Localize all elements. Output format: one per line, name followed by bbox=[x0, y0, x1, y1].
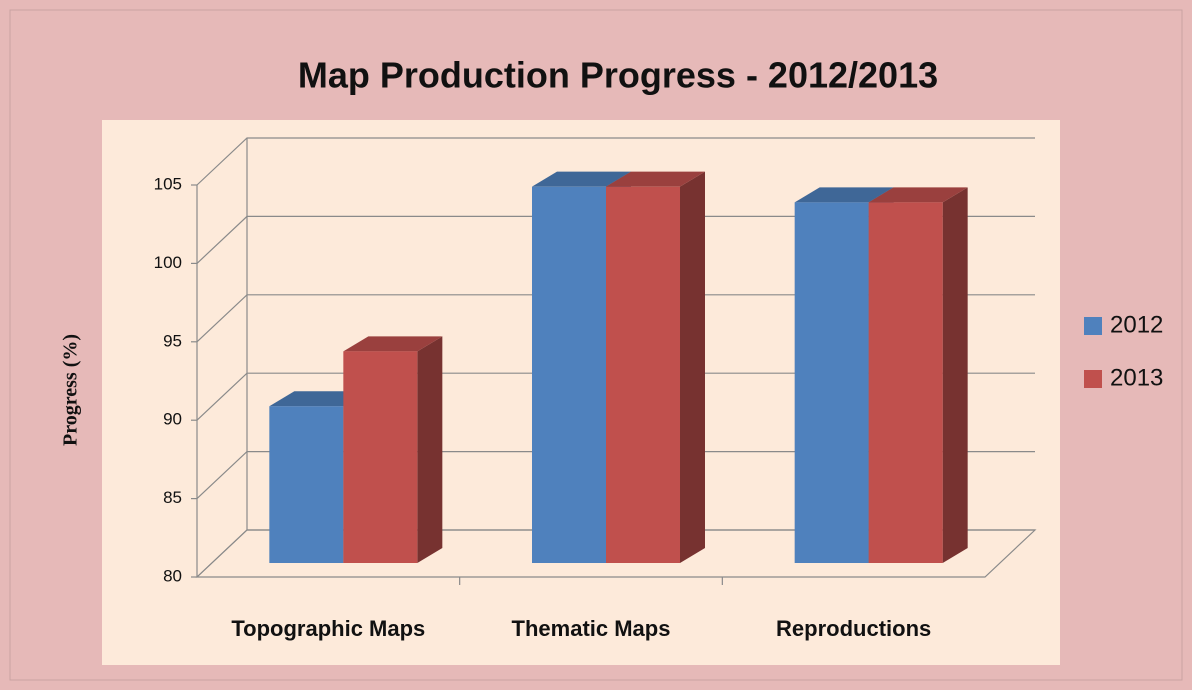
bar bbox=[606, 186, 680, 563]
legend-swatch bbox=[1084, 317, 1102, 335]
y-tick-label: 90 bbox=[163, 410, 182, 429]
y-axis-label: Progress (%) bbox=[60, 334, 82, 446]
legend-label: 2013 bbox=[1110, 364, 1163, 391]
bar-top bbox=[343, 336, 443, 352]
chart-title: Map Production Progress - 2012/2013 bbox=[298, 55, 938, 96]
frame bbox=[9, 9, 1183, 681]
grid-line bbox=[196, 529, 1035, 578]
y-tick-label: 95 bbox=[163, 331, 182, 350]
bar-top bbox=[606, 171, 705, 187]
grid-line bbox=[196, 215, 1035, 264]
x-tick-label: Thematic Maps bbox=[512, 616, 671, 641]
bar-side bbox=[417, 336, 443, 563]
grid-line bbox=[196, 372, 1035, 421]
legend-swatch bbox=[1084, 370, 1102, 388]
bar bbox=[532, 186, 606, 563]
y-tick-label: 105 bbox=[154, 174, 182, 193]
bar bbox=[269, 406, 344, 563]
grid-line bbox=[196, 451, 1035, 500]
bar bbox=[868, 202, 943, 564]
bar-top bbox=[794, 187, 894, 203]
y-tick-label: 85 bbox=[163, 488, 182, 507]
bar bbox=[794, 202, 869, 564]
y-tick-label: 100 bbox=[154, 253, 182, 272]
bar-top bbox=[868, 187, 968, 203]
x-tick-label: Reproductions bbox=[776, 616, 931, 641]
bar-side bbox=[942, 187, 968, 564]
bar-side bbox=[680, 171, 705, 563]
grid-line bbox=[196, 137, 1035, 186]
y-tick-label: 80 bbox=[163, 566, 182, 585]
legend-label: 2012 bbox=[1110, 311, 1163, 338]
grid-line bbox=[196, 294, 1035, 343]
bar bbox=[343, 351, 418, 563]
x-tick-label: Topographic Maps bbox=[231, 616, 425, 641]
bar-top bbox=[532, 171, 631, 187]
